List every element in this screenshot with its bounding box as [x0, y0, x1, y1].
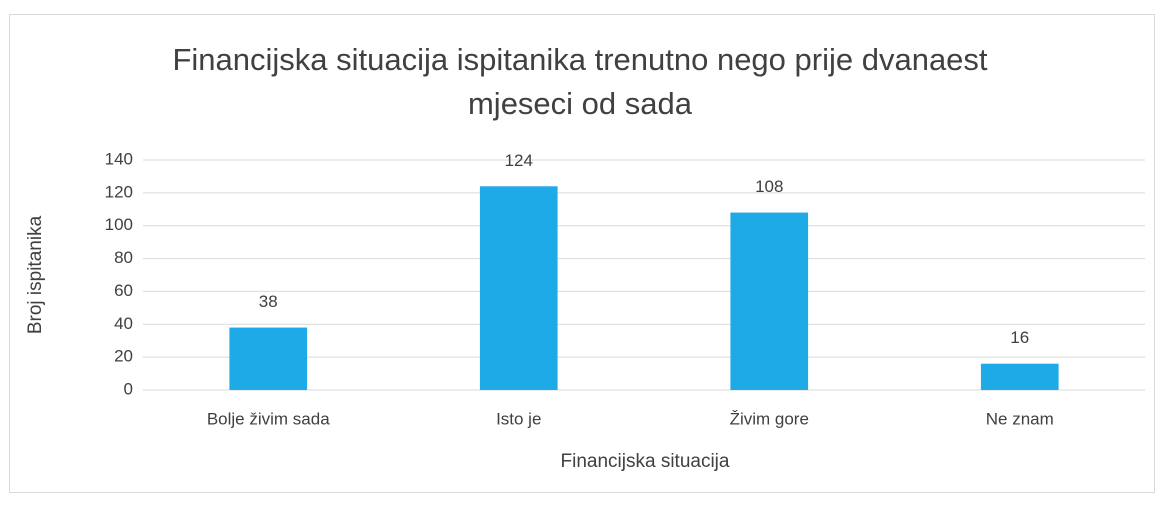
- x-tick-label: Isto je: [496, 409, 541, 428]
- data-label: 16: [1010, 328, 1029, 347]
- x-tick-label: Živim gore: [730, 409, 809, 428]
- bar: [730, 212, 809, 390]
- chart-frame: [9, 14, 1155, 493]
- bar: [980, 363, 1059, 390]
- bar: [479, 186, 558, 390]
- y-tick-label: 80: [114, 248, 133, 267]
- y-axis-title: Broj ispitanika: [25, 215, 46, 334]
- x-tick-label: Ne znam: [986, 409, 1054, 428]
- x-tick-label: Bolje živim sada: [207, 409, 330, 428]
- data-label: 38: [259, 292, 278, 311]
- bar: [229, 327, 308, 390]
- y-tick-label: 100: [105, 215, 133, 234]
- data-label: 108: [755, 177, 783, 196]
- y-tick-label: 0: [124, 379, 133, 398]
- y-tick-label: 40: [114, 314, 133, 333]
- y-tick-label: 60: [114, 281, 133, 300]
- y-tick-label: 120: [105, 182, 133, 201]
- data-label: 124: [505, 151, 533, 170]
- chart-title: Financijska situacija ispitanika trenutn…: [172, 42, 987, 121]
- y-tick-label: 140: [105, 149, 133, 168]
- x-axis-title: Financijska situacija: [561, 451, 730, 472]
- y-tick-label: 20: [114, 347, 133, 366]
